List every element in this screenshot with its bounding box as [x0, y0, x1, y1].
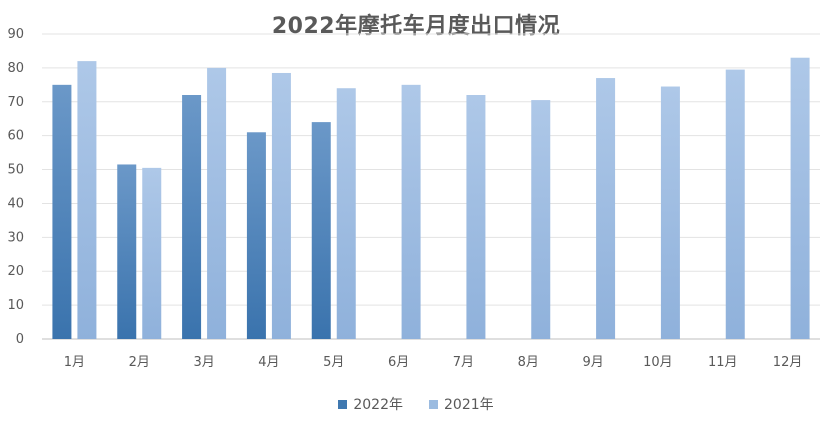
bar-2022-3	[182, 95, 202, 339]
legend-label-2021: 2021年	[444, 397, 494, 413]
bar-2022-2	[117, 164, 137, 339]
y-tick-label: 90	[7, 27, 24, 42]
x-tick-label: 4月	[258, 355, 279, 370]
bar-2022-1	[52, 84, 72, 339]
y-tick-label: 20	[7, 264, 24, 279]
x-tick-label: 11月	[708, 355, 738, 370]
bar-2022-5	[311, 122, 331, 339]
bar-2021-2	[142, 167, 162, 339]
x-tick-label: 2月	[129, 355, 150, 370]
bar-2021-8	[531, 100, 551, 339]
x-tick-label: 10月	[643, 355, 673, 370]
y-tick-label: 80	[7, 61, 24, 76]
y-tick-label: 10	[7, 298, 24, 313]
x-tick-label: 8月	[518, 355, 539, 370]
bar-2021-9	[596, 78, 616, 340]
bar-2021-7	[466, 95, 486, 339]
x-tick-label: 5月	[323, 355, 344, 370]
y-tick-label: 70	[7, 95, 24, 110]
x-tick-label: 12月	[773, 355, 803, 370]
legend-swatch-2022	[338, 399, 348, 409]
bar-2021-11	[725, 69, 745, 339]
y-tick-label: 50	[7, 163, 24, 178]
bar-2021-1	[77, 61, 97, 339]
bar-2021-4	[271, 72, 291, 339]
bar-2021-10	[660, 86, 680, 340]
legend-item-2021: 2021年	[429, 394, 494, 414]
legend-label-2022: 2022年	[353, 397, 403, 413]
bar-chart: 0 10 20 30 40 50 60 70 80 90 1月 2月 3月 4月 5月 6月 7月 8月 9月 10月…	[7, 27, 820, 370]
bar-2021-5	[336, 88, 356, 339]
y-tick-label: 60	[7, 129, 24, 144]
bar-2021-3	[207, 67, 227, 339]
bar-2022-4	[246, 132, 266, 339]
y-tick-label: 0	[16, 332, 24, 347]
bar-2021-6	[401, 84, 421, 339]
x-tick-label: 9月	[582, 355, 603, 370]
y-tick-label: 40	[7, 196, 24, 211]
legend-item-2022: 2022年	[338, 394, 403, 414]
bar-2021-12	[790, 57, 810, 339]
x-tick-label: 7月	[453, 355, 474, 370]
y-tick-label: 30	[7, 230, 24, 245]
legend: 2022年 2021年	[0, 394, 832, 414]
x-tick-label: 1月	[64, 355, 85, 370]
chart-title: 2022年摩托车月度出口情况	[271, 14, 561, 39]
x-tick-label: 6月	[388, 355, 409, 370]
x-tick-label: 3月	[193, 355, 214, 370]
legend-swatch-2021	[429, 399, 438, 409]
